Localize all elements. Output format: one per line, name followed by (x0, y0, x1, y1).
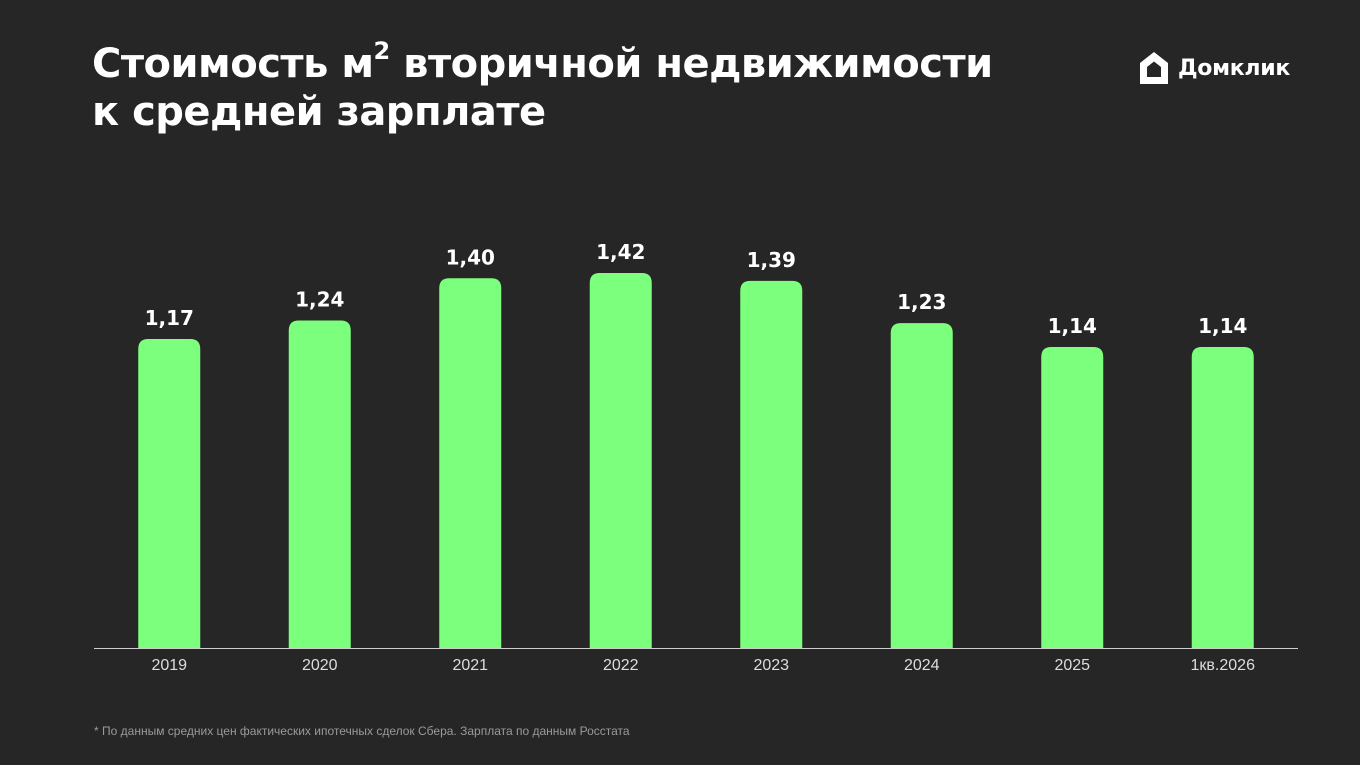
x-tick-label-1: 2020 (302, 657, 338, 674)
chart-title-line-1: Стоимость м2 вторичной недвижимости (92, 37, 1052, 88)
chart-title-line-2: к средней зарплате (92, 89, 546, 135)
bar-4 (740, 280, 803, 648)
chart-title-line-1-start: Стоимость м (92, 41, 374, 87)
house-icon (1140, 52, 1168, 84)
x-tick-label-3: 2022 (603, 657, 639, 674)
chart-title: Стоимость м2 вторичной недвижимости к ср… (92, 37, 1052, 136)
x-tick-label-7: 1кв.2026 (1191, 657, 1256, 674)
chart-title-superscript: 2 (373, 37, 391, 65)
bar-7 (1191, 346, 1254, 648)
x-tick-label-2: 2021 (452, 657, 488, 674)
data-label-1: 1,24 (295, 288, 344, 312)
x-tick-label-6: 2025 (1054, 657, 1090, 674)
data-label-4: 1,39 (747, 248, 796, 272)
bar-6 (1041, 346, 1104, 648)
brand-logo-text: Домклик (1178, 55, 1290, 81)
data-label-5: 1,23 (897, 290, 946, 314)
data-label-6: 1,14 (1048, 314, 1097, 338)
data-label-0: 1,17 (145, 306, 194, 330)
data-label-3: 1,42 (596, 240, 645, 264)
data-label-2: 1,40 (446, 245, 495, 269)
bar-5 (890, 323, 953, 648)
footnote: * По данным средних цен фактических ипот… (94, 724, 630, 738)
bar-1 (288, 320, 351, 648)
bar-2 (439, 278, 502, 648)
bar-0 (138, 339, 201, 648)
chart-title-line-1-end: вторичной недвижимости (389, 41, 993, 87)
x-tick-label-4: 2023 (753, 657, 789, 674)
bar-3 (589, 273, 652, 648)
brand-logo: Домклик (1138, 50, 1290, 86)
x-tick-label-5: 2024 (904, 657, 940, 674)
x-tick-label-0: 2019 (151, 657, 187, 674)
data-label-7: 1,14 (1198, 314, 1247, 338)
